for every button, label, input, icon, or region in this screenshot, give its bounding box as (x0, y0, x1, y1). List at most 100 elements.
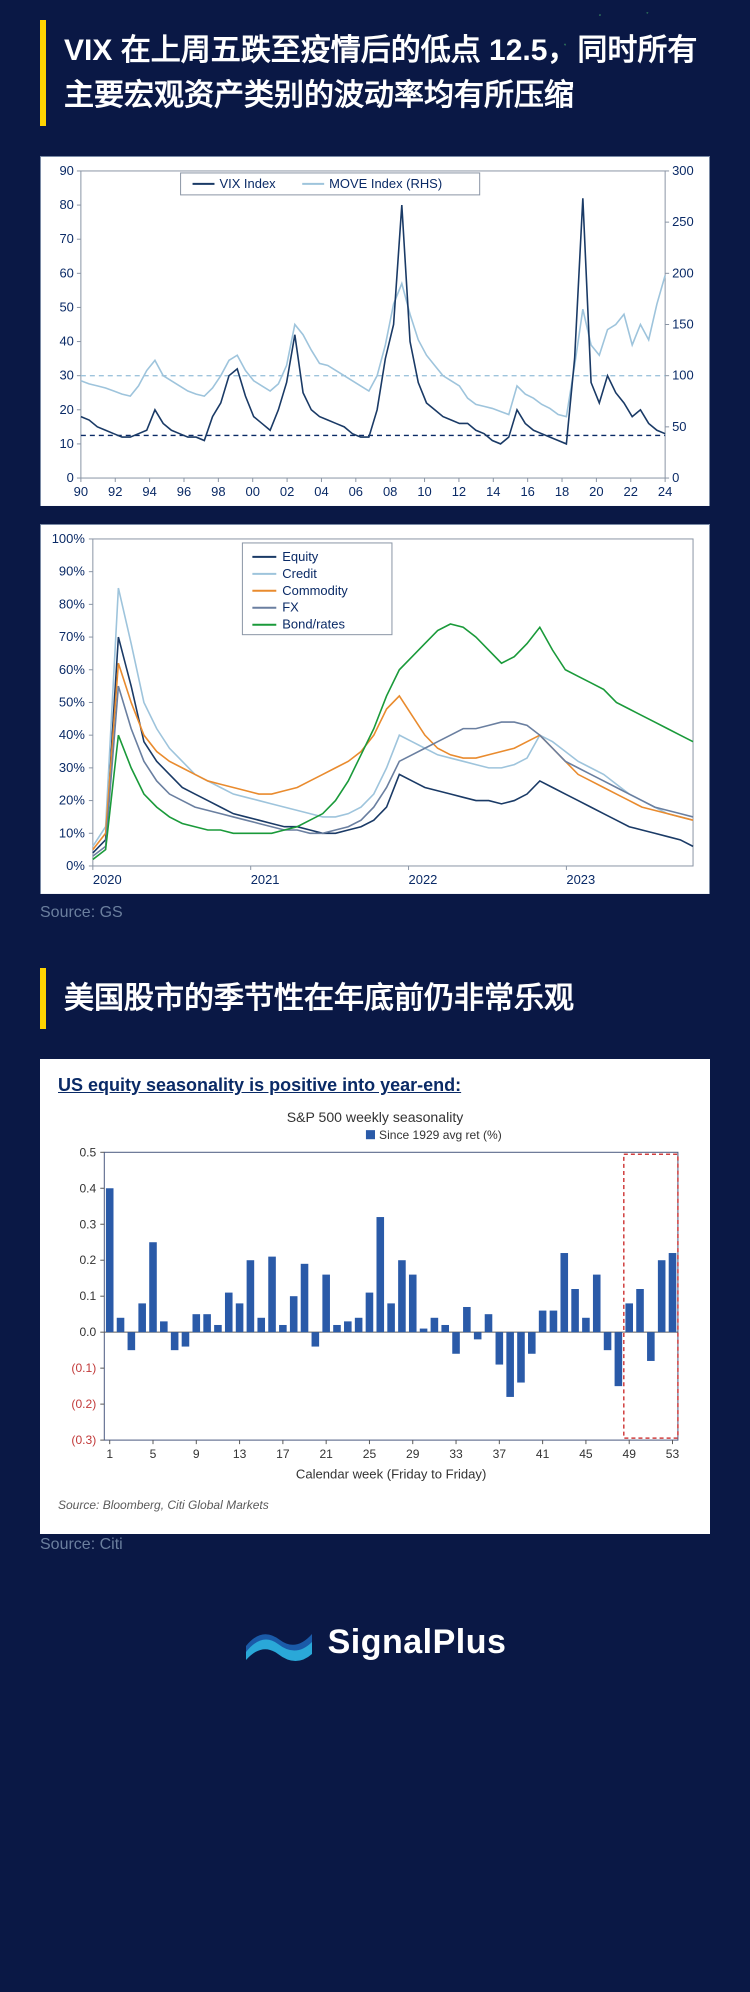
heading-2: 美国股市的季节性在年底前仍非常乐观 (64, 976, 710, 1021)
svg-text:30: 30 (59, 368, 73, 383)
svg-text:2021: 2021 (251, 872, 280, 887)
svg-text:80%: 80% (59, 596, 85, 611)
svg-text:22: 22 (624, 484, 638, 499)
chart-vol-percentiles: 0% 10% 20% 30% 40% 50% 60% 70% 80% 90% 100% 2020 202… (40, 524, 710, 894)
svg-text:90%: 90% (59, 564, 85, 579)
svg-text:Since 1929 avg ret (%): Since 1929 avg ret (%) (379, 1128, 502, 1142)
svg-text:50%: 50% (59, 694, 85, 709)
section-1: VIX 在上周五跌至疫情后的低点 12.5，同时所有主要宏观资产类别的波动率均有… (0, 0, 750, 156)
svg-text:94: 94 (142, 484, 156, 499)
logo-text: SignalPlus (328, 1623, 507, 1662)
svg-text:45: 45 (579, 1447, 593, 1461)
svg-text:150: 150 (672, 316, 694, 331)
svg-text:0.3: 0.3 (79, 1217, 96, 1231)
svg-text:16: 16 (520, 484, 534, 499)
svg-text:24: 24 (658, 484, 672, 499)
chart-vix-move: 0102030405060708090050100150200250300909… (40, 156, 710, 506)
svg-text:21: 21 (319, 1447, 333, 1461)
svg-text:(0.1): (0.1) (71, 1361, 96, 1375)
svg-text:50: 50 (59, 299, 73, 314)
svg-text:VIX Index: VIX Index (219, 176, 276, 191)
footer-logo: SignalPlus (0, 1580, 750, 1714)
chart-seasonality: S&P 500 weekly seasonality Since 1929 avg… (58, 1106, 692, 1488)
seasonality-subhead: US equity seasonality is positive into y… (58, 1075, 692, 1096)
svg-text:92: 92 (108, 484, 122, 499)
svg-text:60: 60 (59, 265, 73, 280)
svg-text:90: 90 (59, 163, 73, 178)
svg-text:02: 02 (280, 484, 294, 499)
svg-text:(0.2): (0.2) (71, 1397, 96, 1411)
svg-text:50: 50 (672, 419, 686, 434)
svg-text:13: 13 (233, 1447, 247, 1461)
heading-block-2: 美国股市的季节性在年底前仍非常乐观 (40, 968, 710, 1029)
svg-text:250: 250 (672, 214, 694, 229)
svg-text:0.0: 0.0 (79, 1325, 96, 1339)
svg-text:12: 12 (452, 484, 466, 499)
svg-text:53: 53 (666, 1447, 680, 1461)
svg-text:0.4: 0.4 (79, 1181, 96, 1195)
svg-text:0: 0 (67, 470, 74, 485)
svg-text:100%: 100% (52, 531, 86, 546)
svg-text:0%: 0% (66, 858, 85, 873)
svg-text:10: 10 (59, 436, 73, 451)
section-2: 美国股市的季节性在年底前仍非常乐观 (0, 948, 750, 1059)
svg-text:(0.3): (0.3) (71, 1433, 96, 1447)
svg-text:Calendar week (Friday to Frida: Calendar week (Friday to Friday) (296, 1466, 486, 1481)
svg-text:20%: 20% (59, 793, 85, 808)
svg-text:20: 20 (589, 484, 603, 499)
svg-text:Equity: Equity (282, 549, 319, 564)
svg-text:49: 49 (622, 1447, 636, 1461)
svg-text:1: 1 (106, 1447, 113, 1461)
svg-text:96: 96 (177, 484, 191, 499)
svg-text:10: 10 (417, 484, 431, 499)
svg-text:2023: 2023 (566, 872, 595, 887)
svg-text:S&P 500 weekly seasonality: S&P 500 weekly seasonality (287, 1109, 465, 1125)
svg-text:98: 98 (211, 484, 225, 499)
svg-text:90: 90 (74, 484, 88, 499)
logo-mark (244, 1620, 314, 1664)
svg-text:04: 04 (314, 484, 328, 499)
svg-text:18: 18 (555, 484, 569, 499)
svg-text:70: 70 (59, 231, 73, 246)
svg-text:FX: FX (282, 600, 299, 615)
svg-text:37: 37 (493, 1447, 507, 1461)
svg-text:41: 41 (536, 1447, 550, 1461)
svg-text:2022: 2022 (409, 872, 438, 887)
chart-seasonality-wrap: US equity seasonality is positive into y… (40, 1059, 710, 1534)
svg-text:0.1: 0.1 (79, 1289, 96, 1303)
svg-text:0: 0 (672, 470, 679, 485)
svg-text:Bond/rates: Bond/rates (282, 617, 345, 632)
svg-text:14: 14 (486, 484, 500, 499)
svg-text:MOVE Index (RHS): MOVE Index (RHS) (329, 176, 442, 191)
source-gs: Source: GS (0, 902, 750, 948)
source-citi: Source: Citi (0, 1534, 750, 1580)
svg-text:08: 08 (383, 484, 397, 499)
svg-text:5: 5 (150, 1447, 157, 1461)
svg-text:0.2: 0.2 (79, 1253, 96, 1267)
svg-text:100: 100 (672, 368, 694, 383)
svg-text:200: 200 (672, 265, 694, 280)
svg-text:0.5: 0.5 (79, 1145, 96, 1159)
heading-block-1: VIX 在上周五跌至疫情后的低点 12.5，同时所有主要宏观资产类别的波动率均有… (40, 20, 710, 126)
svg-text:29: 29 (406, 1447, 420, 1461)
svg-text:33: 33 (449, 1447, 463, 1461)
svg-text:20: 20 (59, 402, 73, 417)
svg-text:10%: 10% (59, 825, 85, 840)
svg-text:70%: 70% (59, 629, 85, 644)
svg-text:40%: 40% (59, 727, 85, 742)
svg-text:Commodity: Commodity (282, 583, 348, 598)
svg-text:9: 9 (193, 1447, 200, 1461)
svg-text:Credit: Credit (282, 566, 317, 581)
svg-text:40: 40 (59, 334, 73, 349)
svg-text:06: 06 (349, 484, 363, 499)
heading-1: VIX 在上周五跌至疫情后的低点 12.5，同时所有主要宏观资产类别的波动率均有… (64, 28, 710, 118)
svg-text:80: 80 (59, 197, 73, 212)
svg-text:00: 00 (246, 484, 260, 499)
svg-text:17: 17 (276, 1447, 290, 1461)
svg-text:60%: 60% (59, 662, 85, 677)
seasonality-footnote: Source: Bloomberg, Citi Global Markets (58, 1498, 692, 1512)
svg-text:300: 300 (672, 163, 694, 178)
svg-text:30%: 30% (59, 760, 85, 775)
svg-text:2020: 2020 (93, 872, 122, 887)
svg-text:25: 25 (363, 1447, 377, 1461)
